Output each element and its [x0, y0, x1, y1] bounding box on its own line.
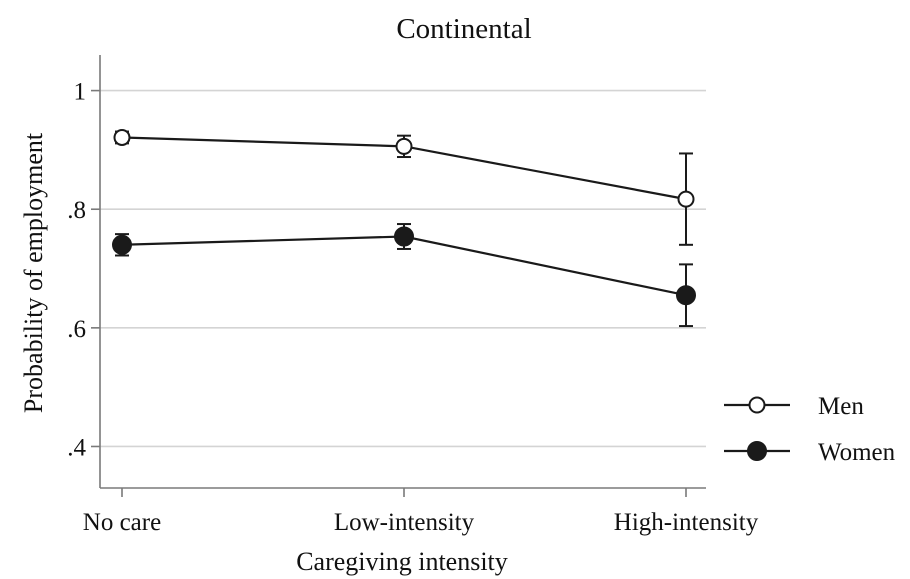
axes: .4 .6 .8 1 No care Low-intensity High-intensit…: [67, 55, 759, 536]
legend-marker-women: [747, 441, 767, 461]
y-tick-label: .8: [67, 197, 86, 224]
y-tick-label: .4: [67, 434, 86, 461]
chart-title: Continental: [396, 13, 531, 45]
data-point-women: [676, 285, 696, 306]
data-point-women: [112, 234, 132, 255]
data-point-women: [394, 226, 414, 247]
y-axis-label: Probability of employment: [19, 132, 48, 413]
legend-label-men: Men: [818, 393, 864, 420]
data-point-men: [677, 190, 695, 208]
legend: Men Women: [724, 393, 896, 466]
x-tick-label: No care: [83, 509, 161, 536]
y-tick-label: .6: [67, 316, 86, 343]
data-point-men: [395, 137, 413, 155]
legend-label-women: Women: [818, 439, 896, 466]
x-tick-label: Low-intensity: [334, 509, 475, 536]
y-tick-label: 1: [74, 79, 87, 106]
plot-area: [112, 128, 696, 328]
x-tick-label: High-intensity: [614, 509, 759, 536]
data-point-men: [113, 128, 131, 146]
x-axis-label: Caregiving intensity: [296, 547, 508, 576]
gridlines: [100, 89, 706, 448]
legend-marker-men: [748, 396, 766, 414]
